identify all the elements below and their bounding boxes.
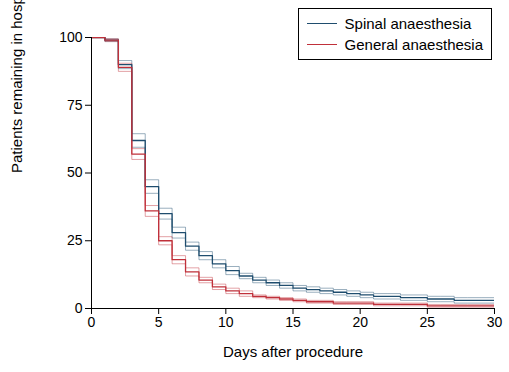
svg-text:30: 30 bbox=[487, 314, 503, 330]
svg-text:0: 0 bbox=[75, 300, 83, 316]
html-text:Spinal anaesthesia: Spinal anaesthesia bbox=[344, 15, 472, 32]
svg-text:Days after procedure: Days after procedure bbox=[223, 343, 363, 360]
svg-text:10: 10 bbox=[218, 314, 234, 330]
html-text:General anaesthesia: General anaesthesia bbox=[344, 36, 483, 53]
svg-text:25: 25 bbox=[420, 314, 436, 330]
svg-text:5: 5 bbox=[155, 314, 163, 330]
svg-text:50: 50 bbox=[67, 164, 83, 180]
svg-text:0: 0 bbox=[88, 314, 96, 330]
svg-text:75: 75 bbox=[67, 97, 83, 113]
svg-text:100: 100 bbox=[59, 29, 83, 45]
svg-text:20: 20 bbox=[352, 314, 368, 330]
svg-text:Patients remaining in hospital: Patients remaining in hospital (%) bbox=[8, 0, 25, 173]
svg-text:15: 15 bbox=[285, 314, 301, 330]
svg-text:25: 25 bbox=[67, 232, 83, 248]
